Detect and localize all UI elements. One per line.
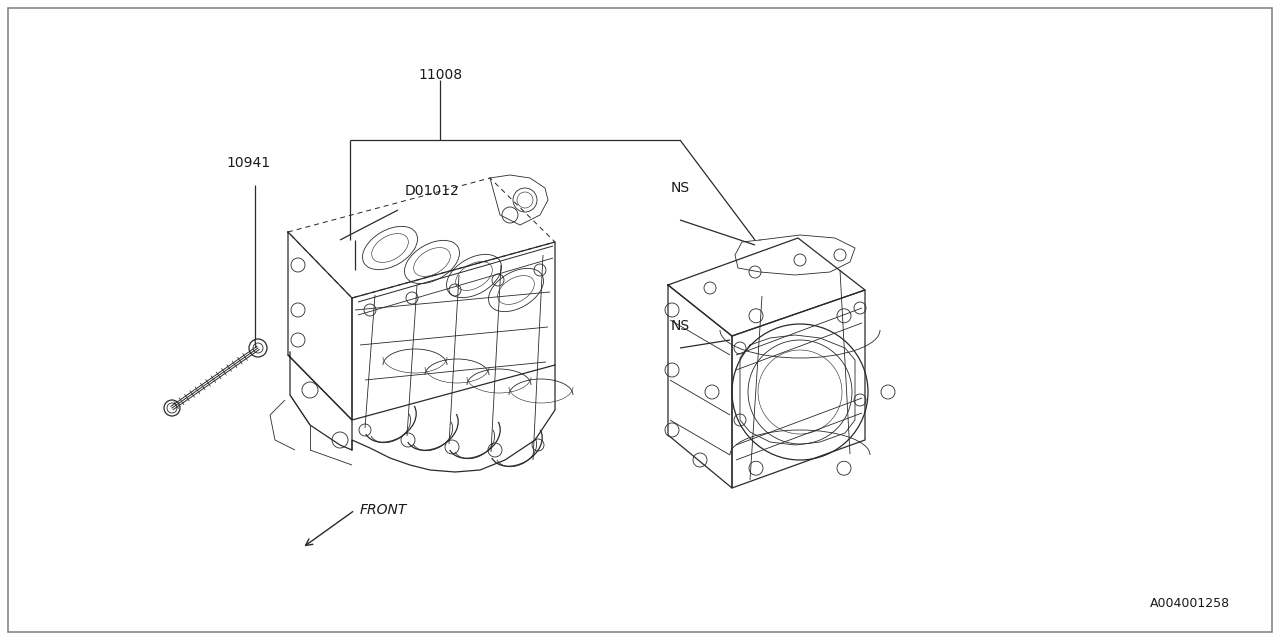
Text: 10941: 10941 (227, 156, 270, 170)
Text: 11008: 11008 (419, 68, 462, 82)
Text: D01012: D01012 (404, 184, 460, 198)
Text: NS: NS (671, 181, 690, 195)
Text: FRONT: FRONT (360, 503, 407, 517)
Text: A004001258: A004001258 (1149, 597, 1230, 610)
Text: NS: NS (671, 319, 690, 333)
